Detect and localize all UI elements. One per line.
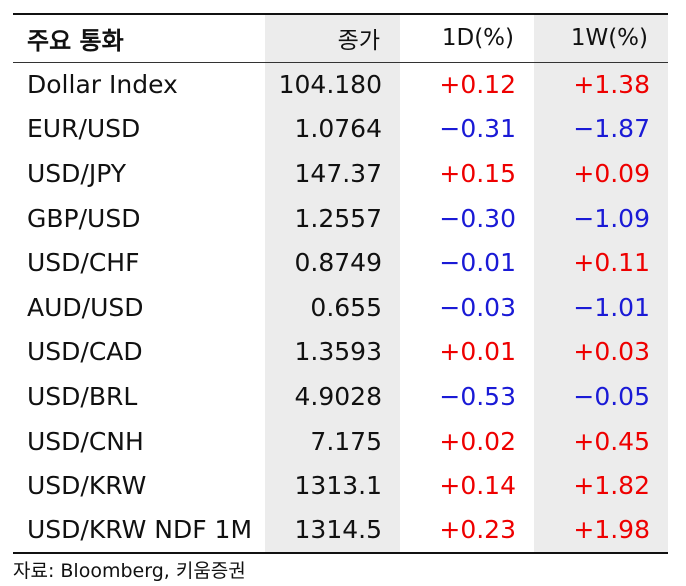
- close-value: 0.8749: [265, 240, 400, 285]
- source-note: 자료: Bloomberg, 키움증권: [13, 560, 246, 582]
- currency-name: Dollar Index: [27, 70, 178, 100]
- table-row: USD/CNH 7.175 +0.02 +0.45: [13, 418, 668, 464]
- change-1d: −0.01: [439, 248, 516, 278]
- change-1d: −0.30: [439, 203, 516, 233]
- change-1d: +0.15: [439, 158, 516, 188]
- table-header-row: 주요 통화 종가 1D(%) 1W(%): [13, 13, 668, 63]
- table-row: EUR/USD 1.0764 −0.31 −1.87: [13, 106, 668, 152]
- close-value: 1.3593: [265, 329, 400, 375]
- change-1w: +0.45: [534, 418, 668, 464]
- table-row: USD/CAD 1.3593 +0.01 +0.03: [13, 329, 668, 375]
- change-1w: +0.03: [534, 329, 668, 375]
- change-1d: −0.53: [439, 381, 516, 411]
- change-1d: +0.01: [439, 337, 516, 367]
- close-value: 1.0764: [265, 106, 400, 152]
- change-1d: −0.03: [439, 292, 516, 322]
- header-1d: 1D(%): [400, 13, 534, 63]
- change-1w: −1.01: [534, 284, 668, 330]
- close-value: 4.9028: [265, 374, 400, 419]
- currency-table-container: 주요 통화 종가 1D(%) 1W(%) Dollar Index 104.18…: [13, 13, 668, 554]
- close-value: 104.180: [265, 62, 400, 107]
- currency-name: AUD/USD: [27, 292, 144, 322]
- currency-name: USD/JPY: [27, 158, 127, 188]
- table-row: USD/BRL 4.9028 −0.53 −0.05: [13, 374, 668, 419]
- close-value: 1.2557: [265, 195, 400, 241]
- change-1w: +0.09: [534, 151, 668, 196]
- table-row: USD/KRW 1313.1 +0.14 +1.82: [13, 463, 668, 508]
- close-value: 0.655: [265, 284, 400, 330]
- currency-name: USD/CHF: [27, 248, 140, 278]
- close-value: 1314.5: [265, 507, 400, 554]
- change-1d: −0.31: [439, 114, 516, 144]
- currency-name: USD/KRW: [27, 471, 147, 501]
- header-currency: 주요 통화: [13, 13, 265, 63]
- change-1w: −0.05: [534, 374, 668, 419]
- change-1w: −1.09: [534, 195, 668, 241]
- currency-name: EUR/USD: [27, 114, 141, 144]
- table-row: USD/JPY 147.37 +0.15 +0.09: [13, 151, 668, 196]
- change-1w: −1.87: [534, 106, 668, 152]
- change-1d: +0.12: [439, 70, 516, 100]
- currency-name: USD/CNH: [27, 426, 144, 456]
- currency-table: 주요 통화 종가 1D(%) 1W(%) Dollar Index 104.18…: [13, 13, 668, 554]
- change-1w: +1.82: [534, 463, 668, 508]
- table-row: GBP/USD 1.2557 −0.30 −1.09: [13, 195, 668, 241]
- table-row: USD/CHF 0.8749 −0.01 +0.11: [13, 240, 668, 285]
- change-1w: +0.11: [534, 240, 668, 285]
- table-row: AUD/USD 0.655 −0.03 −1.01: [13, 284, 668, 330]
- table-body: Dollar Index 104.180 +0.12 +1.38 EUR/USD…: [13, 62, 668, 554]
- change-1w: +1.38: [534, 62, 668, 107]
- currency-name: USD/CAD: [27, 337, 143, 367]
- header-1w: 1W(%): [534, 13, 668, 63]
- close-value: 7.175: [265, 418, 400, 464]
- change-1d: +0.14: [439, 471, 516, 501]
- table-row: Dollar Index 104.180 +0.12 +1.38: [13, 62, 668, 107]
- change-1d: +0.23: [400, 507, 534, 554]
- change-1w: +1.98: [534, 507, 668, 554]
- change-1d: +0.02: [439, 426, 516, 456]
- currency-name: USD/BRL: [27, 381, 138, 411]
- header-close: 종가: [265, 13, 400, 63]
- table-row: USD/KRW NDF 1M 1314.5 +0.23 +1.98: [13, 507, 668, 554]
- currency-name: GBP/USD: [27, 203, 141, 233]
- close-value: 147.37: [265, 151, 400, 196]
- currency-name: USD/KRW NDF 1M: [13, 507, 265, 554]
- close-value: 1313.1: [265, 463, 400, 508]
